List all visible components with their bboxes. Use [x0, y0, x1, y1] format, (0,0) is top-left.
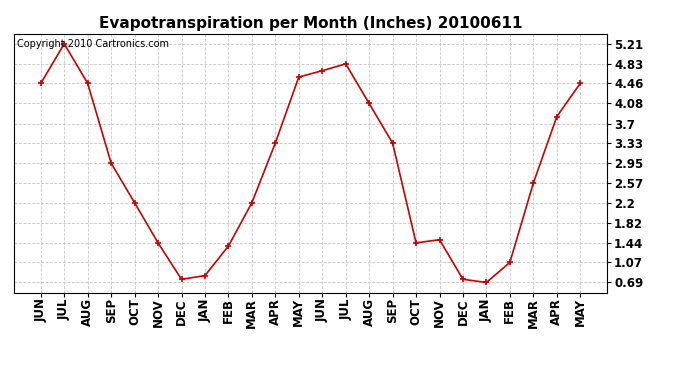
Text: Copyright 2010 Cartronics.com: Copyright 2010 Cartronics.com: [17, 39, 169, 49]
Title: Evapotranspiration per Month (Inches) 20100611: Evapotranspiration per Month (Inches) 20…: [99, 16, 522, 31]
